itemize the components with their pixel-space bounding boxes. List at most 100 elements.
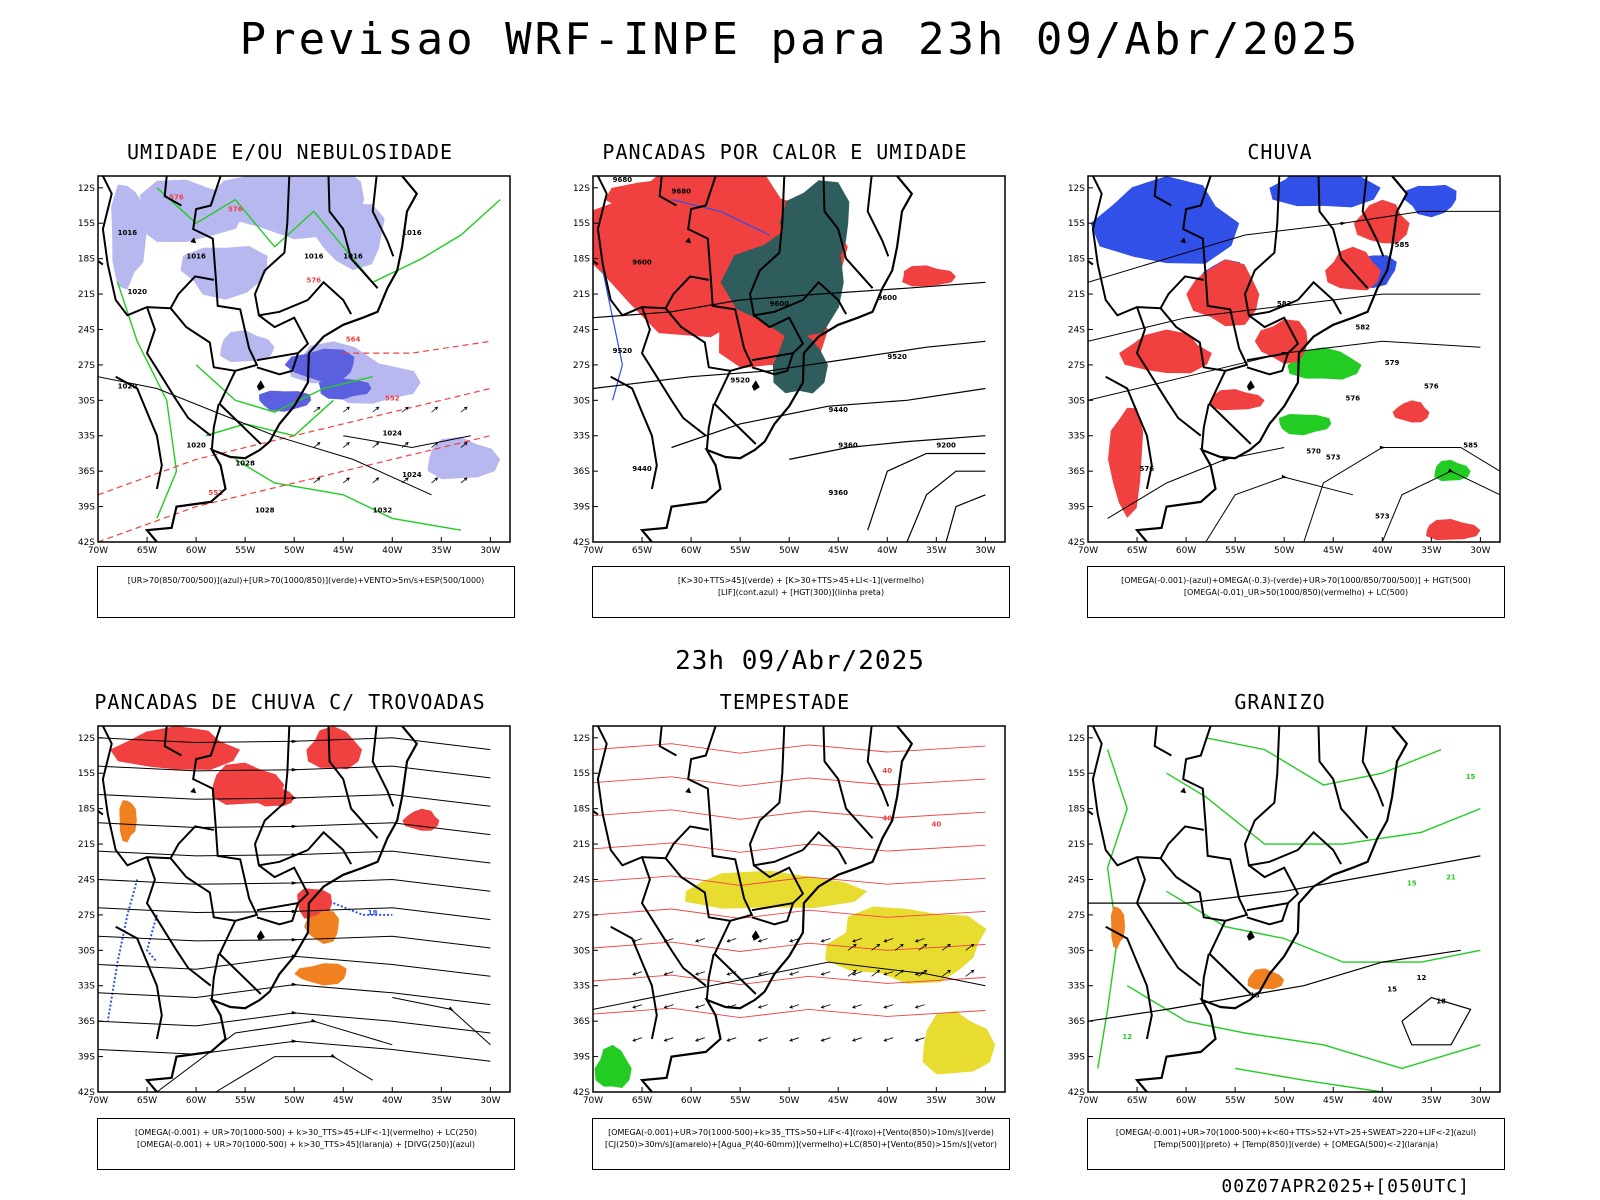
wind-vector bbox=[460, 406, 468, 413]
contour-label: 573 bbox=[1326, 453, 1341, 461]
contour-label: 40 bbox=[931, 820, 941, 828]
wind-vector bbox=[727, 971, 737, 975]
precipitable-water-contour bbox=[593, 974, 986, 986]
map-background bbox=[1088, 726, 1500, 1092]
contour-label: 9360 bbox=[828, 489, 848, 497]
x-tick-label: 55W bbox=[235, 546, 255, 556]
wind-vector-head bbox=[346, 406, 350, 411]
wind-vector bbox=[431, 442, 438, 448]
contour-label: 552 bbox=[208, 489, 223, 497]
wind-vector-head bbox=[914, 972, 919, 976]
wind-vector-head bbox=[851, 1038, 856, 1042]
wind-vector-head bbox=[346, 442, 350, 446]
wind-vector-head bbox=[726, 972, 731, 976]
omega-area-blue bbox=[1269, 176, 1381, 208]
x-tick-label: 30W bbox=[975, 1096, 995, 1106]
height-contour-300 bbox=[593, 281, 986, 319]
country-border bbox=[1200, 403, 1210, 450]
country-border bbox=[371, 176, 395, 257]
wind-vector bbox=[821, 1004, 831, 1009]
contour-label: 1016 bbox=[343, 253, 363, 261]
lake bbox=[256, 930, 265, 941]
legend-line: [OMEGA(-0.001) + UR>70(1000-500) + k>30_… bbox=[134, 1128, 478, 1137]
map-svg: 9680 9680 9600 9600 9600 9520 9520 9520 9440 9440… bbox=[573, 175, 1006, 556]
x-tick-label: 65W bbox=[1127, 1096, 1147, 1106]
wind-vector-head bbox=[900, 969, 904, 974]
precipitable-water-contour bbox=[593, 809, 986, 820]
wind-vector-head bbox=[947, 943, 951, 948]
contour-label: 576 bbox=[1140, 465, 1155, 473]
x-tick-label: 45W bbox=[333, 546, 353, 556]
country-border bbox=[169, 857, 236, 922]
omega-area-red bbox=[1426, 519, 1481, 541]
height-contour-300 bbox=[789, 435, 986, 460]
country-border bbox=[658, 726, 677, 757]
contour-label: 15 bbox=[1387, 986, 1397, 994]
country-border bbox=[658, 176, 677, 207]
streamline-arrowhead bbox=[291, 938, 299, 942]
x-tick-label: 70W bbox=[583, 1096, 603, 1106]
x-tick-label: 35W bbox=[431, 546, 451, 556]
x-tick-label: 70W bbox=[88, 546, 108, 556]
wind-vector-head bbox=[632, 1038, 637, 1042]
map-frame bbox=[1087, 175, 1501, 543]
x-tick-label: 70W bbox=[1078, 546, 1098, 556]
country-border bbox=[866, 176, 890, 257]
wind-vector-head bbox=[316, 406, 321, 411]
wind-vector-head bbox=[923, 969, 928, 974]
map-svg: 18 70W 65W 60W 55W 50W 45W 40W 35W 30W 12S 15S 18S 21… bbox=[78, 725, 511, 1106]
contour-label: 576 bbox=[1346, 394, 1361, 402]
streamline bbox=[1088, 210, 1500, 283]
x-tick-label: 65W bbox=[137, 1096, 157, 1106]
legend-box: [OMEGA(-0.001) + UR>70(1000-500) + k>30_… bbox=[97, 1118, 515, 1170]
country-border bbox=[802, 830, 847, 865]
map-layers: 9680 9680 9600 9600 9600 9520 9520 9520 9440 9440… bbox=[593, 176, 986, 542]
humidity-area-core bbox=[284, 348, 355, 383]
y-tick-label: 18S bbox=[78, 805, 95, 815]
lake bbox=[1180, 787, 1187, 794]
wind-vector-head bbox=[695, 1005, 699, 1009]
wind-vector-head bbox=[695, 972, 699, 976]
y-tick-label: 27S bbox=[573, 361, 590, 371]
x-tick-label: 50W bbox=[779, 546, 799, 556]
legend-line: [K>30+TTS>45](verde) + [K>30+TTS>45+LI<-… bbox=[677, 576, 925, 585]
x-tick-label: 50W bbox=[284, 1096, 304, 1106]
wind-vector-head bbox=[405, 406, 409, 411]
x-tick-label: 55W bbox=[730, 546, 750, 556]
contour-label: 1032 bbox=[373, 506, 393, 514]
wind-vector bbox=[758, 1037, 768, 1042]
wind-vector-head bbox=[914, 939, 919, 943]
y-tick-label: 21S bbox=[1068, 840, 1085, 850]
wind-vector bbox=[401, 442, 409, 448]
wind-vector-head bbox=[632, 972, 637, 976]
contour-label: 9440 bbox=[828, 406, 848, 414]
contour-label: 9600 bbox=[770, 300, 790, 308]
streamline-arrowhead bbox=[291, 824, 299, 829]
y-tick-label: 27S bbox=[1068, 361, 1085, 371]
x-tick-label: 30W bbox=[1470, 1096, 1490, 1106]
country-border bbox=[705, 953, 715, 1000]
y-tick-label: 24S bbox=[573, 325, 590, 335]
x-tick-label: 40W bbox=[877, 546, 897, 556]
wind-vector bbox=[821, 971, 831, 975]
panel-granizo: GRANIZO 12 15 15 18 21 12 15 15 70W 65W 60W 55W 50W 4… bbox=[1060, 690, 1501, 1170]
legend-box: [UR>70(850/700/500)](azul)+[UR>70(1000/8… bbox=[97, 566, 515, 618]
precipitable-water-contour bbox=[593, 908, 986, 919]
streamline-arrowhead bbox=[1447, 468, 1455, 473]
country-border bbox=[256, 902, 300, 926]
omega-area-red bbox=[1108, 407, 1144, 518]
streamline-arrowhead bbox=[1281, 474, 1289, 479]
country-border bbox=[327, 176, 379, 289]
x-tick-label: 50W bbox=[1274, 546, 1294, 556]
thickness-contour bbox=[343, 340, 491, 354]
height-contour-300 bbox=[671, 387, 986, 449]
x-tick-label: 40W bbox=[382, 1096, 402, 1106]
y-tick-label: 15S bbox=[573, 769, 590, 779]
wind-vector-head bbox=[820, 1005, 825, 1009]
y-tick-label: 24S bbox=[573, 875, 590, 885]
wind-vector bbox=[918, 969, 927, 977]
wind-vector-head bbox=[914, 1005, 919, 1009]
y-tick-label: 15S bbox=[573, 219, 590, 229]
country-border bbox=[371, 726, 395, 807]
country-border bbox=[751, 902, 795, 926]
